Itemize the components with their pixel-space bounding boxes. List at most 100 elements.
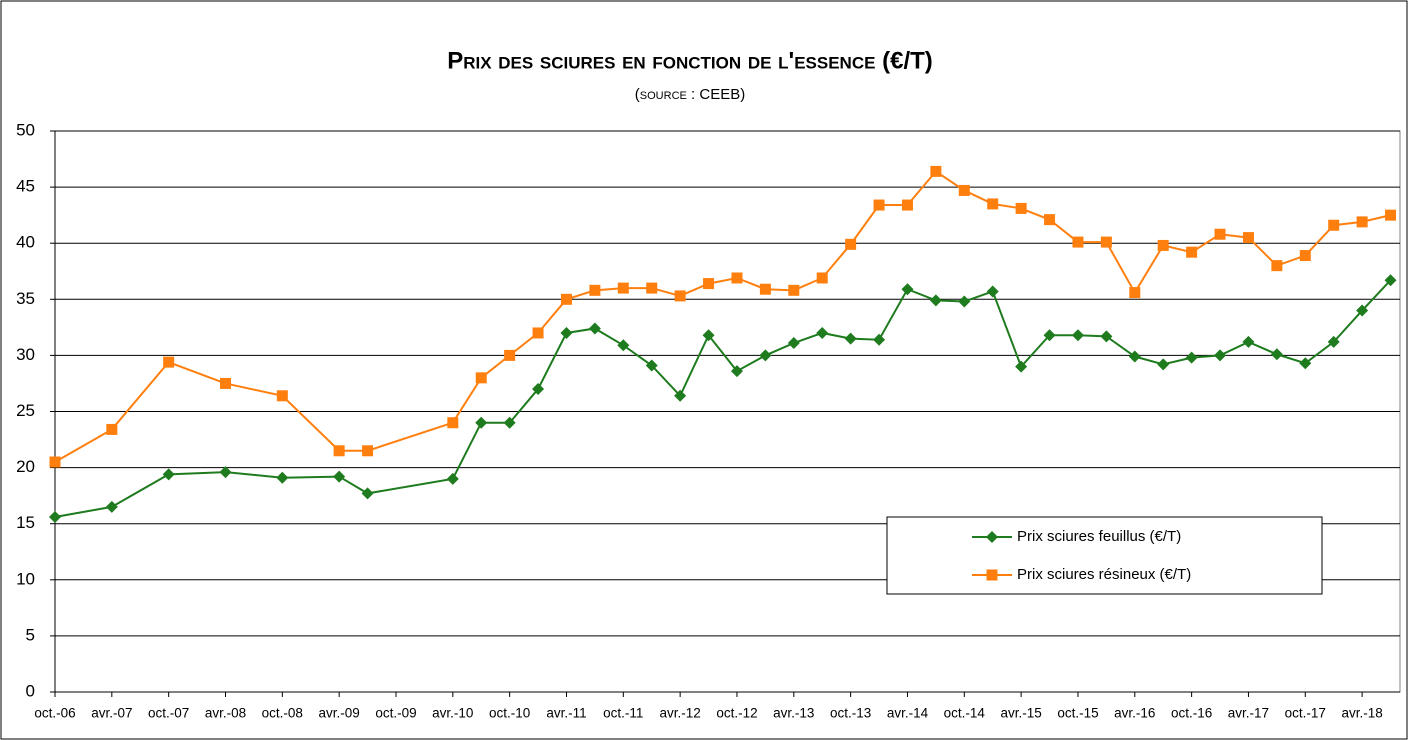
data-point xyxy=(873,333,886,346)
data-point xyxy=(1100,236,1112,248)
x-tick-label: oct.-13 xyxy=(830,706,871,721)
x-tick-label: avr.-11 xyxy=(546,706,586,721)
data-point xyxy=(1385,209,1397,221)
data-point xyxy=(1015,360,1028,373)
data-point xyxy=(446,472,459,485)
x-tick-label: avr.-08 xyxy=(205,706,246,721)
data-point xyxy=(361,487,374,500)
data-point xyxy=(1044,214,1056,226)
data-point xyxy=(1043,329,1056,342)
chart-subtitle: (source : CEEB) xyxy=(635,86,745,103)
data-point xyxy=(1128,350,1141,363)
x-tick-label: oct.-11 xyxy=(603,706,643,721)
data-point xyxy=(986,285,999,298)
data-point xyxy=(958,184,970,196)
data-point xyxy=(105,500,118,513)
data-point xyxy=(845,238,857,250)
data-point xyxy=(844,332,857,345)
data-point xyxy=(901,283,914,296)
data-point xyxy=(759,283,771,295)
y-tick-label: 30 xyxy=(16,345,35,364)
x-tick-label: avr.-16 xyxy=(1114,706,1155,721)
data-point xyxy=(1328,219,1340,231)
y-tick-label: 0 xyxy=(26,681,35,700)
y-tick-label: 20 xyxy=(16,457,35,476)
data-point xyxy=(788,284,800,296)
data-point xyxy=(1242,335,1255,348)
data-point xyxy=(1356,304,1369,317)
data-point xyxy=(49,510,61,523)
x-tick-label: oct.-12 xyxy=(716,706,757,721)
data-point xyxy=(162,468,175,481)
data-point xyxy=(1327,335,1340,348)
data-point xyxy=(617,339,630,352)
chart-title: Prix des sciures en fonction de l'essenc… xyxy=(447,47,933,74)
data-point xyxy=(731,272,743,284)
data-point xyxy=(532,383,545,396)
legend-marker xyxy=(986,569,998,581)
data-point xyxy=(646,282,658,294)
data-point xyxy=(163,356,175,368)
x-tick-label: avr.-09 xyxy=(319,706,360,721)
x-tick-label: avr.-07 xyxy=(91,706,132,721)
data-point xyxy=(333,445,345,457)
x-tick-label: oct.-06 xyxy=(34,706,75,721)
legend-label: Prix sciures feuillus (€/T) xyxy=(1017,528,1181,545)
data-point xyxy=(504,349,516,361)
data-point xyxy=(987,198,999,210)
data-point xyxy=(276,390,288,402)
data-point xyxy=(1214,228,1226,240)
data-point xyxy=(1071,329,1084,342)
data-point xyxy=(362,445,374,457)
data-point xyxy=(503,416,516,429)
data-point xyxy=(1214,349,1227,362)
data-point xyxy=(703,278,715,290)
x-tick-label: oct.-08 xyxy=(262,706,303,721)
y-tick-label: 10 xyxy=(16,569,35,588)
data-point xyxy=(617,282,629,294)
data-point xyxy=(1242,232,1254,244)
data-point xyxy=(873,199,885,211)
data-point xyxy=(787,337,800,350)
data-point xyxy=(276,471,289,484)
x-tick-label: oct.-07 xyxy=(148,706,189,721)
data-point xyxy=(816,326,829,339)
data-point xyxy=(1100,330,1113,343)
data-point xyxy=(702,329,715,342)
y-tick-label: 15 xyxy=(16,513,35,532)
data-point xyxy=(219,466,232,479)
data-point xyxy=(333,470,346,483)
data-point xyxy=(674,290,686,302)
data-point xyxy=(447,417,459,429)
y-tick-label: 25 xyxy=(16,401,35,420)
data-point xyxy=(560,326,573,339)
data-point xyxy=(1157,239,1169,251)
legend-label: Prix sciures résineux (€/T) xyxy=(1017,566,1191,583)
data-point xyxy=(1157,358,1170,371)
legend-marker xyxy=(986,531,998,543)
data-point xyxy=(1299,357,1312,370)
data-point xyxy=(1299,250,1311,262)
data-point xyxy=(1270,348,1283,361)
data-point xyxy=(589,284,601,296)
data-point xyxy=(1186,246,1198,258)
data-point xyxy=(588,322,601,335)
data-point xyxy=(816,272,828,284)
data-point xyxy=(106,423,118,435)
data-point xyxy=(1384,274,1397,287)
x-tick-label: oct.-17 xyxy=(1285,706,1326,721)
data-point xyxy=(674,389,687,402)
x-tick-label: avr.-14 xyxy=(887,706,929,721)
data-point xyxy=(901,199,913,211)
data-point xyxy=(1356,216,1368,228)
x-tick-label: avr.-18 xyxy=(1341,706,1382,721)
data-point xyxy=(759,349,772,362)
y-tick-label: 50 xyxy=(16,120,35,139)
x-tick-label: avr.-17 xyxy=(1228,706,1269,721)
data-point xyxy=(560,293,572,305)
data-point xyxy=(1271,260,1283,272)
data-point xyxy=(958,295,971,308)
y-tick-label: 45 xyxy=(16,177,35,196)
legend-box xyxy=(886,516,1323,595)
